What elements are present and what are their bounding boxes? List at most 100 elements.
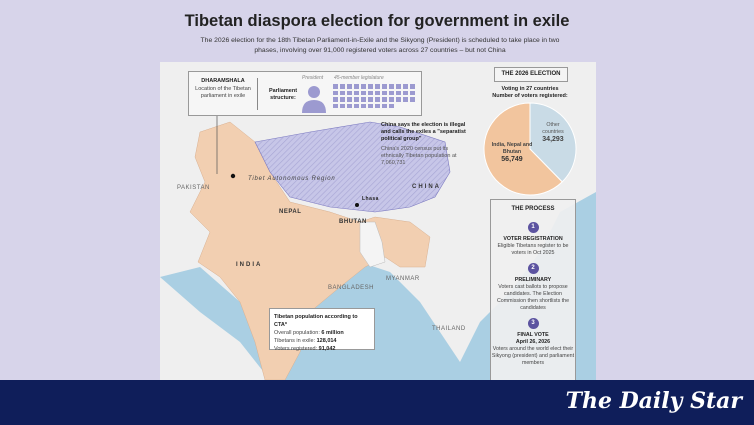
label-china: CHINA bbox=[412, 184, 441, 190]
population-box: Tibetan population according to CTA* Ove… bbox=[269, 308, 375, 352]
population-heading: Tibetan population according to CTA* bbox=[274, 314, 358, 328]
process-step: 3 FINAL VOTE April 26, 2026 Voters around t… bbox=[491, 318, 575, 366]
seat-icon bbox=[368, 97, 373, 102]
seat-icon bbox=[410, 84, 415, 89]
person-icon bbox=[302, 86, 326, 113]
legislature-seats bbox=[333, 84, 418, 108]
seat-icon bbox=[375, 103, 380, 108]
label-lhasa: Lhasa bbox=[362, 196, 379, 202]
step-number: 3 bbox=[527, 318, 539, 329]
callout-text: Location of the Tibetan parliament in ex… bbox=[195, 86, 251, 99]
seat-icon bbox=[375, 97, 380, 102]
seat-icon bbox=[368, 103, 373, 108]
pie-label-india: India, Nepal and Bhutan 56,749 bbox=[491, 142, 533, 163]
voting-countries: Voting in 27 countries bbox=[501, 86, 559, 92]
seat-icon bbox=[403, 90, 408, 95]
seat-icon bbox=[389, 84, 394, 89]
seat-icon bbox=[396, 84, 401, 89]
seat-icon bbox=[375, 84, 380, 89]
seat-icon bbox=[396, 97, 401, 102]
label-india: INDIA bbox=[236, 262, 263, 268]
population-row: Overall population: 6 million bbox=[274, 330, 344, 336]
page-title: Tibetan diaspora election for government… bbox=[184, 12, 570, 30]
election-heading: THE 2026 ELECTION bbox=[494, 67, 568, 82]
seat-icon bbox=[361, 84, 366, 89]
pie-slice-india bbox=[483, 102, 563, 196]
bangladesh bbox=[359, 221, 386, 268]
seat-icon bbox=[347, 103, 352, 108]
process-step: 1 VOTER REGISTRATION Eligible Tibetans reg… bbox=[497, 222, 569, 256]
label-bhutan: BHUTAN bbox=[339, 219, 367, 225]
seat-icon bbox=[410, 97, 415, 102]
seat-icon bbox=[361, 90, 366, 95]
seat-icon bbox=[340, 103, 345, 108]
election-subheading: Voting in 27 countries Number of voters r… bbox=[480, 86, 580, 100]
seat-icon bbox=[361, 103, 366, 108]
population-row: Tibetans in exile: 128,014 bbox=[274, 338, 337, 344]
seat-icon bbox=[340, 84, 345, 89]
map-shapes bbox=[160, 116, 596, 380]
seat-icon bbox=[396, 90, 401, 95]
seat-icon bbox=[354, 97, 359, 102]
label-nepal: NEPAL bbox=[279, 209, 302, 215]
china-note-heading: China says the election is illegal and c… bbox=[381, 122, 466, 142]
tibet bbox=[254, 121, 451, 213]
seat-icon bbox=[347, 97, 352, 102]
seat-icon bbox=[410, 90, 415, 95]
dharamshala-marker bbox=[230, 173, 236, 179]
label-tar: Tibet Autonomous Region bbox=[248, 176, 336, 182]
seat-icon bbox=[347, 84, 352, 89]
seat-icon bbox=[347, 90, 352, 95]
seat-icon bbox=[389, 97, 394, 102]
seat-icon bbox=[354, 90, 359, 95]
label-myanmar: MYANMAR bbox=[386, 276, 420, 282]
divider bbox=[257, 78, 258, 110]
seat-icon bbox=[333, 103, 338, 108]
seat-icon bbox=[368, 84, 373, 89]
dharamshala-callout: DHARAMSHALA Location of the Tibetan parl… bbox=[188, 71, 422, 116]
voters-pie-chart bbox=[483, 102, 577, 196]
process-heading: THE PROCESS bbox=[511, 206, 555, 212]
seat-icon bbox=[389, 103, 394, 108]
label-pakistan: PAKISTAN bbox=[177, 185, 210, 191]
seat-icon bbox=[375, 90, 380, 95]
seat-icon bbox=[389, 90, 394, 95]
seat-icon bbox=[382, 84, 387, 89]
pie-label-other: Other countries 34,293 bbox=[542, 122, 564, 143]
brand-logo: The Daily Star bbox=[565, 388, 742, 414]
pie-slice-other bbox=[529, 102, 577, 183]
china-note-text: China's 2020 census put its ethnically T… bbox=[381, 146, 457, 166]
legislature-label: 45-member legislature bbox=[334, 75, 384, 81]
seat-icon bbox=[403, 97, 408, 102]
step-number: 2 bbox=[527, 263, 539, 274]
seat-icon bbox=[333, 97, 338, 102]
china-note: China says the election is illegal and c… bbox=[381, 122, 471, 167]
map: Tibet Autonomous Region Lhasa CHINA PAKI… bbox=[160, 62, 596, 380]
structure-label: Parliament structure: bbox=[268, 88, 298, 101]
seat-icon bbox=[361, 97, 366, 102]
seat-icon bbox=[368, 90, 373, 95]
lhasa-marker bbox=[355, 203, 359, 207]
seat-icon bbox=[403, 84, 408, 89]
callout-heading: DHARAMSHALA bbox=[201, 78, 245, 84]
president-label: President bbox=[302, 75, 324, 81]
step-number: 1 bbox=[527, 222, 539, 233]
india bbox=[189, 121, 431, 380]
seat-icon bbox=[333, 90, 338, 95]
process-panel: THE PROCESS 1 VOTER REGISTRATION Eligible … bbox=[490, 199, 576, 380]
footer-bar: The Daily Star bbox=[0, 380, 754, 425]
seat-icon bbox=[354, 84, 359, 89]
process-step: 2 PRELIMINARY Voters cast ballots to propo… bbox=[496, 263, 570, 311]
label-thailand: THAILAND bbox=[432, 326, 466, 332]
seat-icon bbox=[354, 103, 359, 108]
seat-icon bbox=[340, 90, 345, 95]
population-row: Voters registered: 91,042 bbox=[274, 346, 336, 352]
seat-icon bbox=[333, 84, 338, 89]
seat-icon bbox=[382, 103, 387, 108]
voters-label: Number of voters registered: bbox=[492, 93, 568, 99]
seat-icon bbox=[382, 90, 387, 95]
label-bangladesh: BANGLADESH bbox=[328, 285, 375, 291]
seat-icon bbox=[340, 97, 345, 102]
seat-icon bbox=[382, 97, 387, 102]
subtitle: The 2026 election for the 18th Tibetan P… bbox=[200, 37, 560, 54]
